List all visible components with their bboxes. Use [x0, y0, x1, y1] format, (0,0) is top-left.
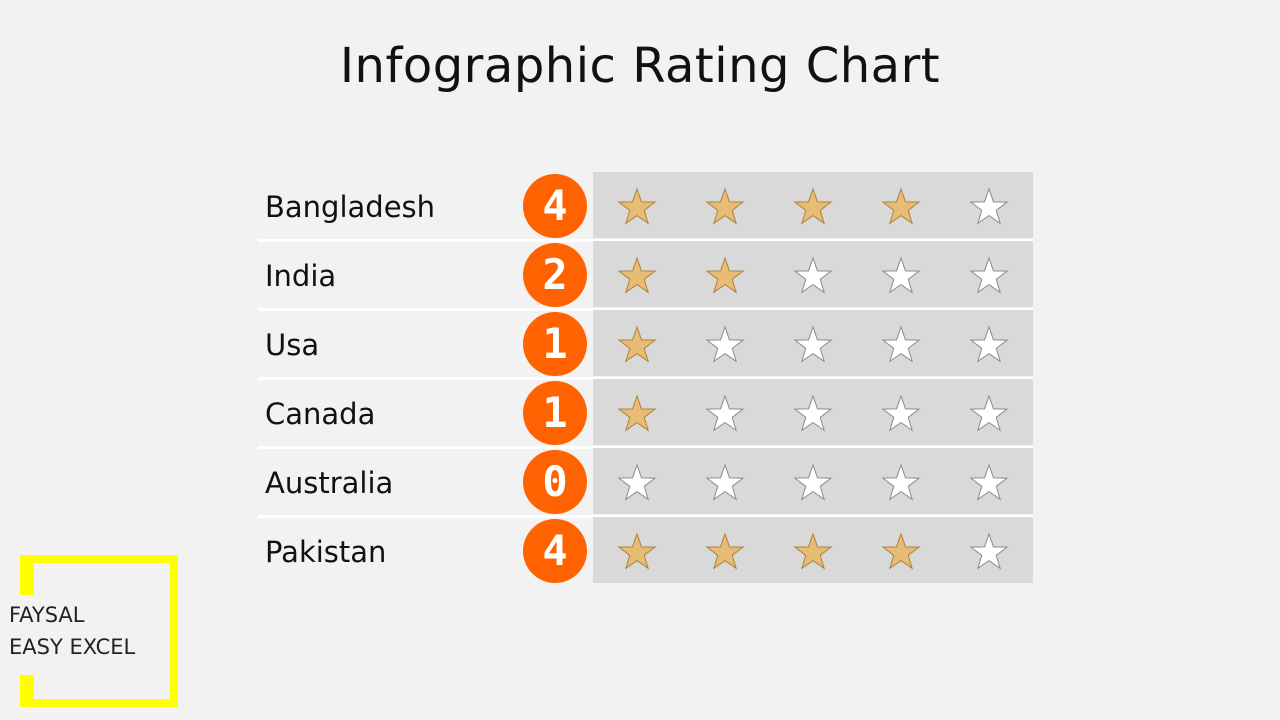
star-filled-icon [793, 187, 833, 225]
star-empty-icon [705, 463, 745, 501]
star-empty-icon [969, 463, 1009, 501]
row-label: Usa [265, 328, 320, 362]
row-label: Bangladesh [265, 190, 436, 224]
rating-badge: 1 [523, 381, 587, 445]
star-empty-icon [881, 256, 921, 294]
rating-badge: 2 [523, 243, 587, 307]
star-filled-icon [617, 187, 657, 225]
star-empty-icon [969, 532, 1009, 570]
row-label: Australia [265, 466, 394, 500]
row-divider [258, 308, 1033, 311]
star-empty-icon [793, 463, 833, 501]
star-filled-icon [617, 256, 657, 294]
star-empty-icon [881, 394, 921, 432]
row-label: Pakistan [265, 535, 387, 569]
rating-badge: 1 [523, 312, 587, 376]
star-empty-icon [881, 325, 921, 363]
row-divider [258, 377, 1033, 380]
star-filled-icon [881, 187, 921, 225]
star-empty-icon [969, 187, 1009, 225]
star-filled-icon [881, 532, 921, 570]
star-filled-icon [617, 394, 657, 432]
star-empty-icon [705, 325, 745, 363]
star-empty-icon [969, 394, 1009, 432]
row-divider [258, 239, 1033, 242]
rating-badge: 4 [523, 174, 587, 238]
star-filled-icon [793, 532, 833, 570]
star-filled-icon [705, 256, 745, 294]
row-label: Canada [265, 397, 376, 431]
logo-frame-gap [0, 595, 40, 675]
star-filled-icon [617, 532, 657, 570]
star-empty-icon [793, 256, 833, 294]
star-filled-icon [705, 532, 745, 570]
star-empty-icon [969, 325, 1009, 363]
star-empty-icon [969, 256, 1009, 294]
star-empty-icon [705, 394, 745, 432]
logo-line-2: EASY EXCEL [9, 635, 136, 659]
logo-line-1: FAYSAL [9, 603, 85, 627]
rating-badge: 0 [523, 450, 587, 514]
star-filled-icon [705, 187, 745, 225]
row-divider [258, 515, 1033, 518]
star-filled-icon [617, 325, 657, 363]
row-divider [258, 446, 1033, 449]
rating-badge: 4 [523, 519, 587, 583]
star-empty-icon [617, 463, 657, 501]
chart-title: Infographic Rating Chart [339, 38, 941, 94]
row-label: India [265, 259, 337, 293]
star-empty-icon [793, 394, 833, 432]
star-empty-icon [793, 325, 833, 363]
star-empty-icon [881, 463, 921, 501]
